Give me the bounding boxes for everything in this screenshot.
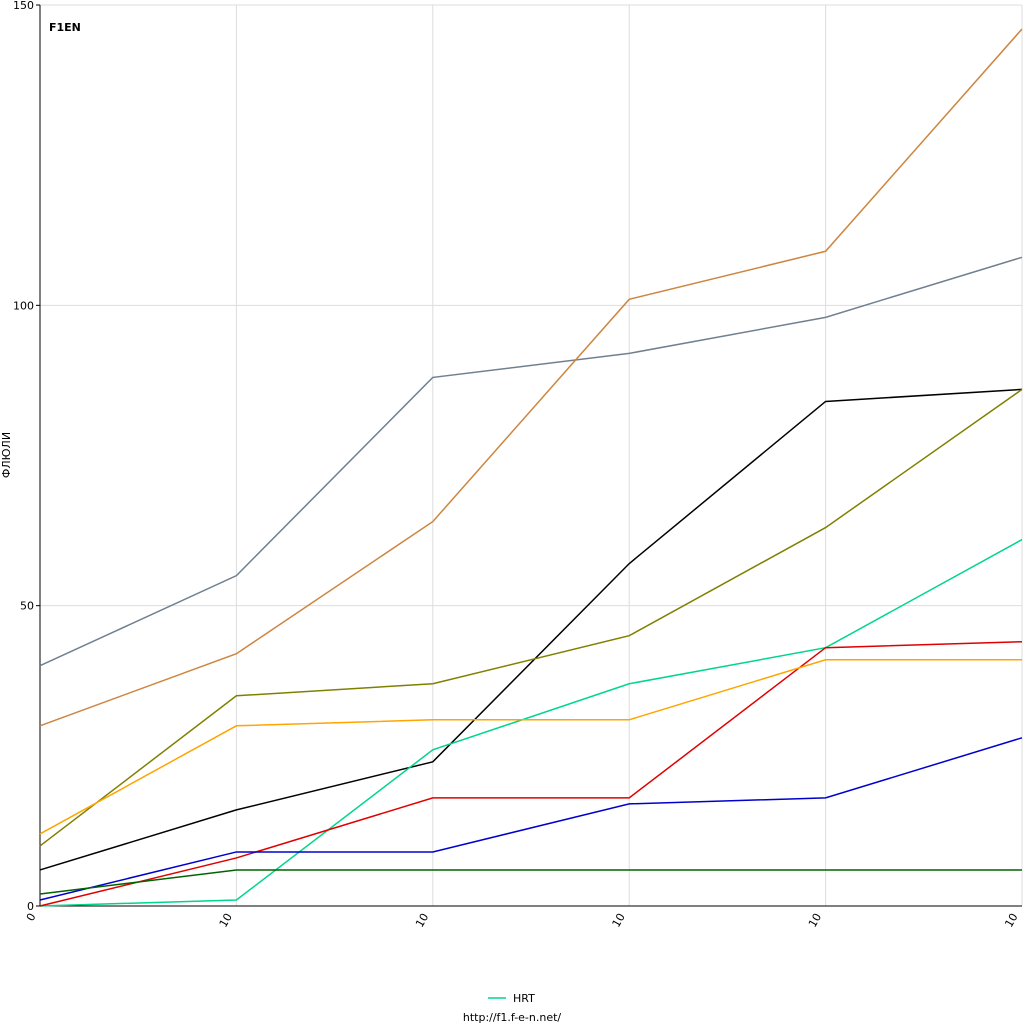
y-tick-label: 150 <box>13 0 34 12</box>
series-line <box>39 658 1022 835</box>
series-line <box>39 640 1023 907</box>
y-tick-label: 100 <box>13 299 34 312</box>
series-line <box>39 388 1023 871</box>
logo: F1EN <box>49 21 81 34</box>
x-tick-label: 10 <box>610 911 628 930</box>
x-tick-label: 10 <box>217 911 235 930</box>
y-tick-label: 50 <box>20 600 34 613</box>
footer: http://f1.f-e-n.net/ <box>463 1011 562 1024</box>
series-line <box>39 538 1023 907</box>
x-tick-label: 10 <box>1002 911 1020 930</box>
series-line <box>39 256 1023 667</box>
y-tick-label: 0 <box>27 900 34 913</box>
series-line <box>39 737 1023 901</box>
x-tick-label: 10 <box>413 911 431 930</box>
series-line <box>39 28 1023 727</box>
legend-label: HRT <box>513 992 535 1005</box>
series-line <box>39 869 1022 895</box>
x-tick-label: 10 <box>806 911 824 930</box>
series-line <box>39 388 1023 847</box>
y-axis-label: ФЛЮЛИ <box>0 432 13 478</box>
